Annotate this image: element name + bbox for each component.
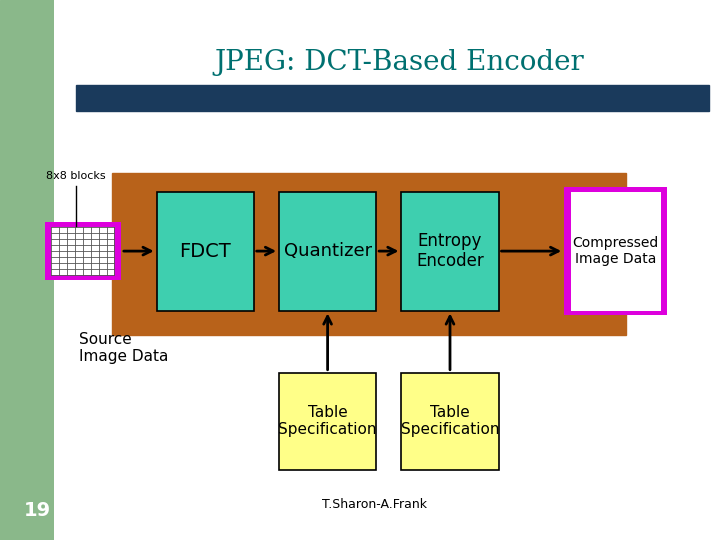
Text: Table
Specification: Table Specification (279, 405, 377, 437)
Bar (279, 373, 376, 470)
Bar (279, 192, 376, 310)
Bar (156, 192, 253, 310)
Bar (112, 173, 626, 335)
Text: FDCT: FDCT (179, 241, 231, 261)
Text: T.Sharon-A.Frank: T.Sharon-A.Frank (322, 498, 427, 511)
Text: Entropy
Encoder: Entropy Encoder (416, 232, 484, 271)
Bar (402, 192, 498, 310)
Text: JPEG: DCT-Based Encoder: JPEG: DCT-Based Encoder (215, 49, 585, 76)
Text: Quantizer: Quantizer (284, 242, 372, 260)
Text: 19: 19 (24, 501, 51, 520)
FancyBboxPatch shape (54, 0, 720, 540)
Bar (76, 85, 709, 111)
Text: 8x8 blocks: 8x8 blocks (46, 171, 105, 181)
Text: Table
Specification: Table Specification (401, 405, 499, 437)
Bar (402, 373, 498, 470)
Bar (51, 227, 114, 275)
Bar (0, 0, 76, 540)
Text: Source
Image Data: Source Image Data (79, 332, 168, 365)
Bar (571, 192, 661, 310)
Text: Compressed
Image Data: Compressed Image Data (572, 236, 659, 266)
Bar (564, 187, 667, 315)
Bar (45, 222, 121, 280)
